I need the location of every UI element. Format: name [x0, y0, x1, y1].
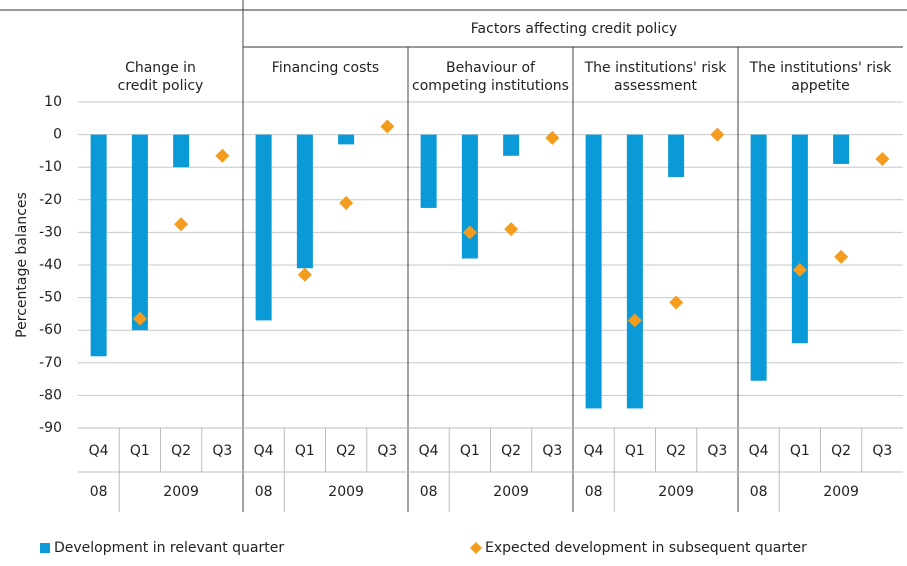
bar [585, 134, 602, 409]
y-tick-label: -30 [39, 224, 62, 240]
bar [131, 134, 148, 331]
y-tick-label: -10 [39, 159, 62, 175]
year-label: 2009 [328, 484, 364, 500]
y-tick-label: -50 [39, 290, 62, 306]
group-label: The institutions' risk [749, 60, 893, 76]
year-label: 08 [750, 484, 768, 500]
group-label: competing institutions [412, 78, 569, 94]
year-label: 08 [255, 484, 273, 500]
diamond-marker [462, 225, 477, 240]
diamond-marker [215, 148, 230, 163]
x-tick-label: Q4 [419, 443, 439, 459]
diamond-marker [669, 295, 684, 310]
diamond-marker [792, 262, 807, 277]
diamond-marker [174, 217, 189, 232]
x-tick-label: Q4 [749, 443, 769, 459]
diamond-marker [380, 119, 395, 134]
diamond-marker [504, 222, 519, 237]
year-label: 2009 [163, 484, 199, 500]
x-tick-label: Q1 [130, 443, 150, 459]
diamond-marker [710, 127, 725, 142]
y-tick-label: -60 [39, 322, 62, 338]
x-tick-label: Q2 [666, 443, 686, 459]
group-label: Change in [125, 60, 196, 76]
y-tick-label: -70 [39, 355, 62, 371]
bar [750, 134, 767, 381]
diamond-marker [297, 267, 312, 282]
x-tick-label: Q3 [377, 443, 397, 459]
y-tick-label: 0 [53, 127, 62, 143]
diamond-marker [834, 249, 849, 264]
bar [173, 134, 190, 168]
x-tick-label: Q4 [89, 443, 109, 459]
bar [668, 134, 685, 177]
group-label: Financing costs [272, 60, 379, 76]
y-tick-label: -80 [39, 387, 62, 403]
bar [338, 134, 355, 145]
super-group-label: Factors affecting credit policy [471, 21, 677, 37]
x-tick-label: Q3 [872, 443, 892, 459]
bar [626, 134, 643, 409]
y-axis-label: Percentage balances [14, 192, 30, 338]
bar [296, 134, 313, 269]
diamond-marker [339, 196, 354, 211]
y-tick-label: -20 [39, 192, 62, 208]
x-tick-label: Q3 [542, 443, 562, 459]
legend-label: Development in relevant quarter [54, 540, 284, 556]
x-tick-label: Q2 [171, 443, 191, 459]
x-tick-label: Q1 [460, 443, 480, 459]
legend-swatch [470, 542, 482, 554]
y-tick-label: -40 [39, 257, 62, 273]
group-label: credit policy [118, 78, 204, 94]
group-label: assessment [614, 78, 697, 94]
diamond-marker [627, 313, 642, 328]
year-label: 2009 [493, 484, 529, 500]
group-label: The institutions' risk [584, 60, 728, 76]
year-label: 2009 [658, 484, 694, 500]
bar [90, 134, 107, 357]
bar [255, 134, 272, 321]
diamond-marker [132, 311, 147, 326]
x-tick-label: Q4 [584, 443, 604, 459]
x-tick-label: Q1 [625, 443, 645, 459]
x-tick-label: Q3 [212, 443, 232, 459]
legend-swatch [40, 543, 50, 553]
bar [833, 134, 850, 164]
group-label: appetite [791, 78, 849, 94]
y-tick-label: 10 [44, 94, 62, 110]
bar [420, 134, 437, 208]
x-tick-label: Q2 [831, 443, 851, 459]
bar [503, 134, 520, 156]
x-tick-label: Q2 [501, 443, 521, 459]
year-label: 08 [420, 484, 438, 500]
year-label: 08 [90, 484, 108, 500]
group-label: Behaviour of [446, 60, 536, 76]
legend-label: Expected development in subsequent quart… [485, 540, 807, 556]
x-tick-label: Q1 [295, 443, 315, 459]
diamond-marker [875, 152, 890, 167]
y-tick-label: -90 [39, 420, 62, 436]
x-tick-label: Q3 [707, 443, 727, 459]
year-label: 2009 [823, 484, 859, 500]
bar [461, 134, 478, 259]
x-tick-label: Q1 [790, 443, 810, 459]
bar [791, 134, 808, 344]
x-tick-label: Q4 [254, 443, 274, 459]
diamond-marker [545, 130, 560, 145]
year-label: 08 [585, 484, 603, 500]
x-tick-label: Q2 [336, 443, 356, 459]
